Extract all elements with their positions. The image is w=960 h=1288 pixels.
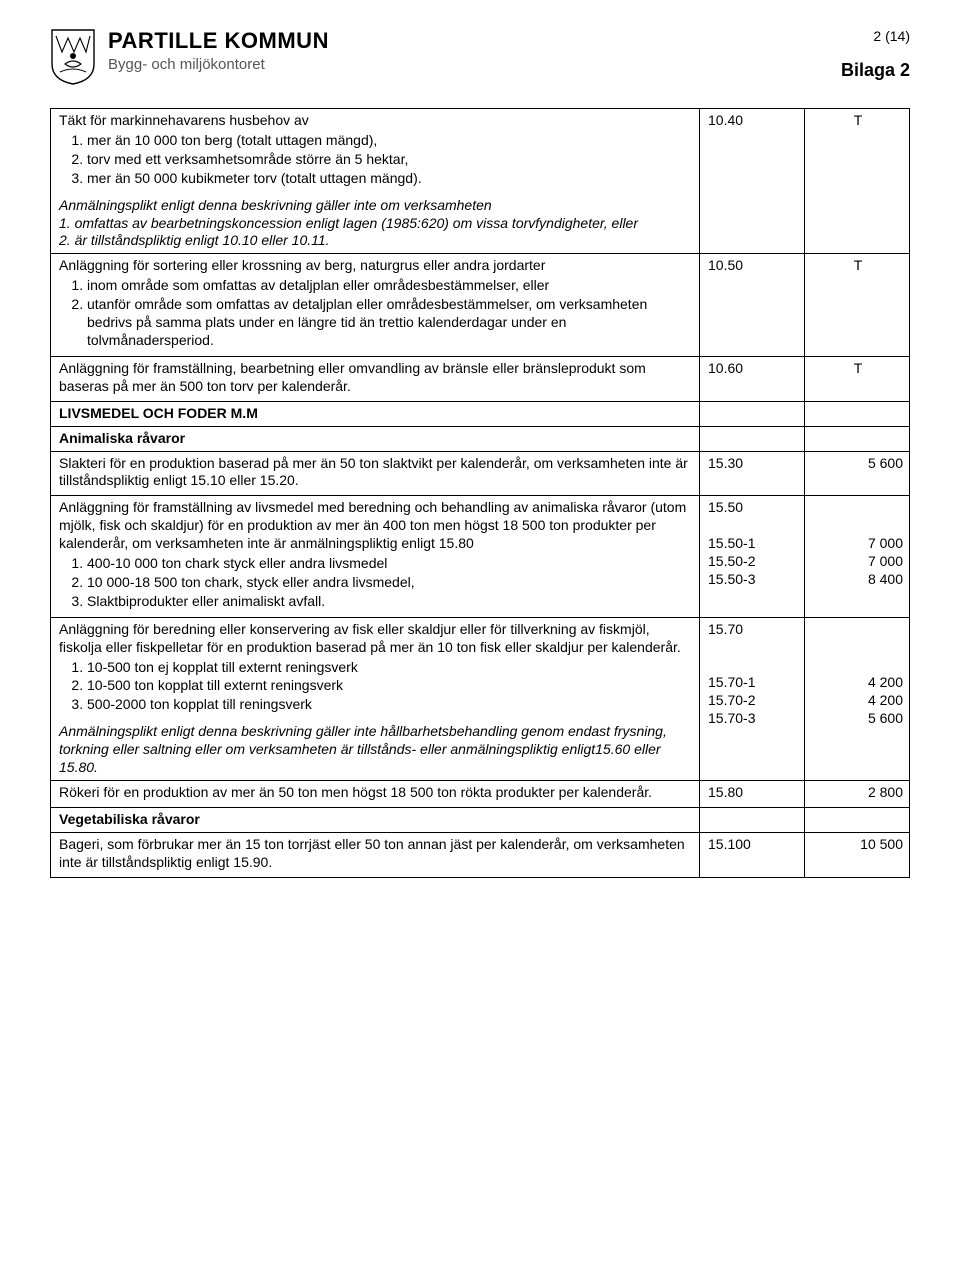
code-cell: 15.80 bbox=[700, 781, 805, 808]
list-item: Slaktbiprodukter eller animaliskt avfall… bbox=[87, 593, 693, 612]
code-cell: 15.70 15.70-115.70-215.70-3 bbox=[700, 617, 805, 780]
table-row: Anläggning för framställning av livsmede… bbox=[51, 496, 910, 617]
fee-cell: 5 600 bbox=[805, 451, 910, 496]
logo-block: PARTILLE KOMMUN Bygg- och miljökontoret bbox=[50, 28, 329, 86]
list-item: torv med ett verksamhetsområde större än… bbox=[87, 151, 693, 170]
table-row: Anläggning för beredning eller konserver… bbox=[51, 617, 910, 780]
list-item: 400-10 000 ton chark styck eller andra l… bbox=[87, 555, 693, 574]
table-row: Anläggning för sortering eller krossning… bbox=[51, 254, 910, 357]
code-cell: 15.100 bbox=[700, 832, 805, 877]
section-heading: LIVSMEDEL OCH FODER M.M bbox=[51, 401, 700, 426]
table-row: Slakteri för en produktion baserad på me… bbox=[51, 451, 910, 496]
fee-cell: T bbox=[805, 356, 910, 401]
table-row: Rökeri för en produktion av mer än 50 to… bbox=[51, 781, 910, 808]
description-cell: Anläggning för framställning, bearbetnin… bbox=[51, 356, 700, 401]
list-item: 10-500 ton ej kopplat till externt renin… bbox=[87, 659, 693, 678]
fee-cell: 2 800 bbox=[805, 781, 910, 808]
description-cell: Slakteri för en produktion baserad på me… bbox=[51, 451, 700, 496]
fee-cell: 10 500 bbox=[805, 832, 910, 877]
code-cell: 10.50 bbox=[700, 254, 805, 357]
description-cell: Anläggning för beredning eller konserver… bbox=[51, 617, 700, 780]
list-item: 500-2000 ton kopplat till reningsverk bbox=[87, 696, 693, 715]
fee-cell: T bbox=[805, 109, 910, 254]
municipal-crest-icon bbox=[50, 28, 96, 86]
subsection-heading: Animaliska råvaror bbox=[51, 426, 700, 451]
table-row: LIVSMEDEL OCH FODER M.M bbox=[51, 401, 910, 426]
department-name: Bygg- och miljökontoret bbox=[108, 56, 329, 73]
description-cell: Anläggning för sortering eller krossning… bbox=[51, 254, 700, 357]
description-cell: Rökeri för en produktion av mer än 50 to… bbox=[51, 781, 700, 808]
fee-cell: 7 0007 0008 400 bbox=[805, 496, 910, 617]
attachment-label: Bilaga 2 bbox=[841, 60, 910, 81]
description-cell: Anläggning för framställning av livsmede… bbox=[51, 496, 700, 617]
subsection-heading: Vegetabiliska råvaror bbox=[51, 807, 700, 832]
list-item: 10-500 ton kopplat till externt reningsv… bbox=[87, 677, 693, 696]
list-item: 10 000-18 500 ton chark, styck eller and… bbox=[87, 574, 693, 593]
list-item: inom område som omfattas av detaljplan e… bbox=[87, 277, 693, 296]
table-row: Täkt för markinnehavarens husbehov avmer… bbox=[51, 109, 910, 254]
description-cell: Täkt för markinnehavarens husbehov avmer… bbox=[51, 109, 700, 254]
fee-cell: 4 2004 2005 600 bbox=[805, 617, 910, 780]
fee-cell: T bbox=[805, 254, 910, 357]
code-cell: 15.50 15.50-115.50-215.50-3 bbox=[700, 496, 805, 617]
list-item: mer än 10 000 ton berg (totalt uttagen m… bbox=[87, 132, 693, 151]
page-number: 2 (14) bbox=[841, 28, 910, 44]
list-item: utanför område som omfattas av detaljpla… bbox=[87, 296, 693, 351]
description-cell: Bageri, som förbrukar mer än 15 ton torr… bbox=[51, 832, 700, 877]
list-item: mer än 50 000 kubikmeter torv (totalt ut… bbox=[87, 170, 693, 189]
table-row: Vegetabiliska råvaror bbox=[51, 807, 910, 832]
kommun-name: PARTILLE KOMMUN bbox=[108, 28, 329, 54]
code-cell: 15.30 bbox=[700, 451, 805, 496]
code-cell: 10.40 bbox=[700, 109, 805, 254]
table-row: Anläggning för framställning, bearbetnin… bbox=[51, 356, 910, 401]
page-header: PARTILLE KOMMUN Bygg- och miljökontoret … bbox=[50, 28, 910, 86]
fee-table: Täkt för markinnehavarens husbehov avmer… bbox=[50, 108, 910, 878]
table-row: Animaliska råvaror bbox=[51, 426, 910, 451]
table-row: Bageri, som förbrukar mer än 15 ton torr… bbox=[51, 832, 910, 877]
code-cell: 10.60 bbox=[700, 356, 805, 401]
